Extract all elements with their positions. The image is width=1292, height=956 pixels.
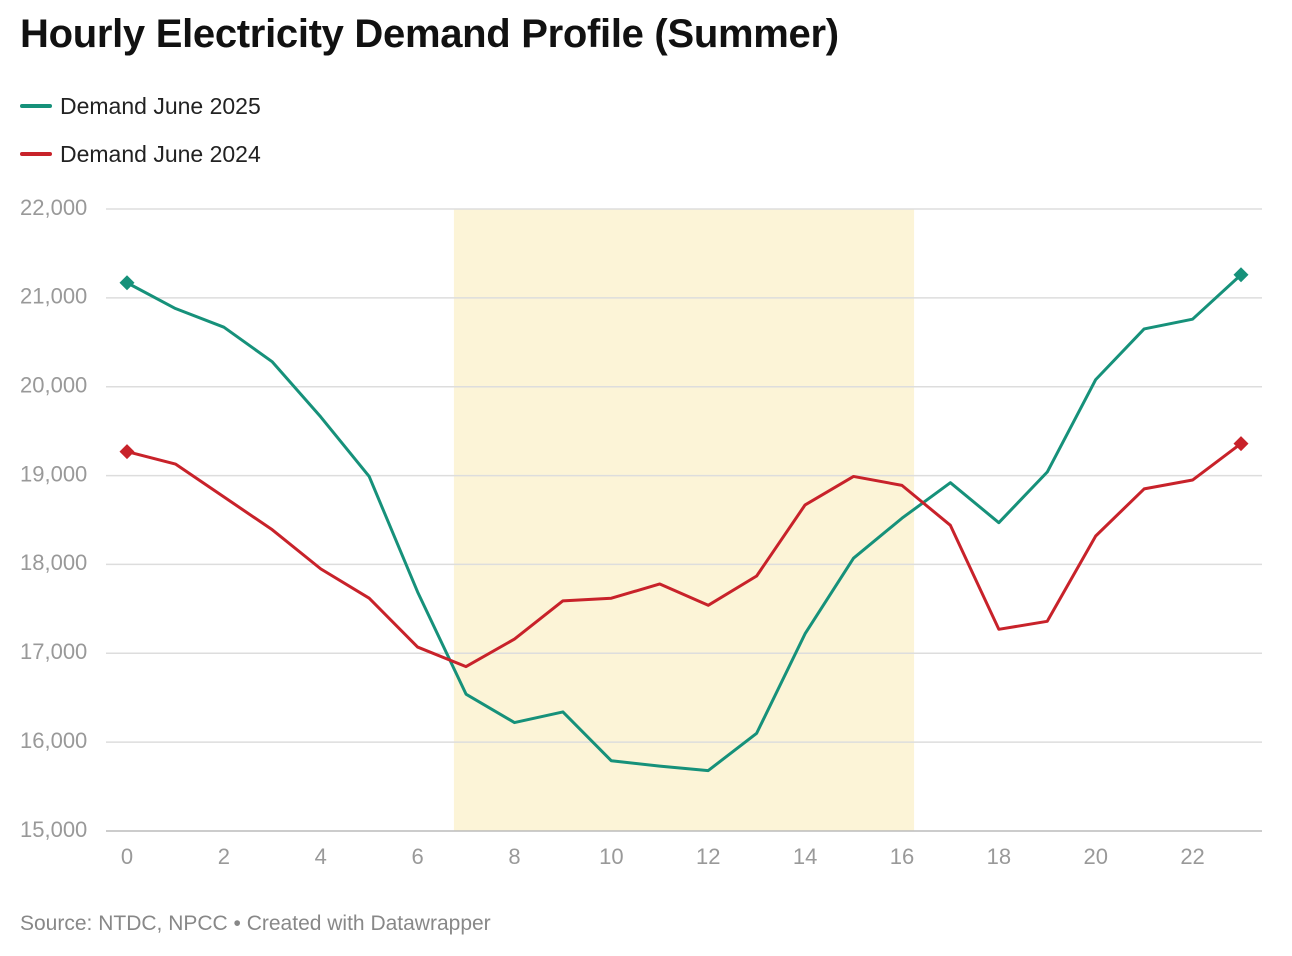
series-marker-0 xyxy=(119,275,135,291)
y-tick-label: 21,000 xyxy=(20,284,87,309)
y-tick-label: 17,000 xyxy=(20,639,87,664)
x-tick-label: 6 xyxy=(411,844,423,869)
y-tick-label: 19,000 xyxy=(20,461,87,486)
legend: Demand June 2025 Demand June 2024 xyxy=(20,88,261,184)
highlight-band xyxy=(453,209,915,831)
series-line-0 xyxy=(125,273,1243,773)
x-tick-label: 16 xyxy=(890,844,914,869)
x-tick-label: 14 xyxy=(793,844,817,869)
x-tick-label: 4 xyxy=(315,844,327,869)
x-tick-label: 0 xyxy=(121,844,133,869)
x-tick-label: 2 xyxy=(218,844,230,869)
source-note: Source: NTDC, NPCC • Created with Datawr… xyxy=(20,912,491,935)
y-tick-label: 15,000 xyxy=(20,817,87,842)
chart-title: Hourly Electricity Demand Profile (Summe… xyxy=(20,12,839,56)
x-tick-label: 12 xyxy=(696,844,720,869)
y-tick-label: 18,000 xyxy=(20,550,87,575)
legend-label-2024: Demand June 2024 xyxy=(60,140,261,167)
legend-item-2024: Demand June 2024 xyxy=(20,136,261,172)
y-tick-label: 16,000 xyxy=(20,728,87,753)
series-marker-1 xyxy=(119,444,135,460)
x-tick-label: 18 xyxy=(987,844,1011,869)
x-tick-label: 20 xyxy=(1083,844,1107,869)
x-tick-label: 8 xyxy=(508,844,520,869)
legend-item-2025: Demand June 2025 xyxy=(20,88,261,124)
series-marker-1 xyxy=(1233,436,1249,452)
legend-label-2025: Demand June 2025 xyxy=(60,92,261,119)
series-marker-0 xyxy=(1233,267,1249,283)
series-line-1 xyxy=(125,442,1243,669)
y-tick-label: 20,000 xyxy=(20,373,87,398)
legend-swatch-2025 xyxy=(20,104,52,108)
line-chart: 15,000 16,000 17,000 18,000 19,000 20,000 21,0… xyxy=(20,195,1262,869)
x-tick-label: 22 xyxy=(1180,844,1204,869)
x-tick-label: 10 xyxy=(599,844,623,869)
y-tick-label: 22,000 xyxy=(20,195,87,220)
legend-swatch-2024 xyxy=(20,152,52,156)
